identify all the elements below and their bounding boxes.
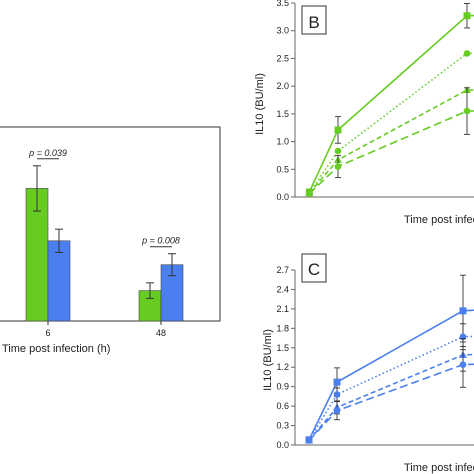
y-tick-label: 2.1 [276,304,289,314]
data-point [463,107,471,115]
y-tick-label: 0.0 [276,440,289,450]
panel-b-line-chart: 0.00.51.01.52.02.53.03.5 B IL10 (BU/ml) … [254,0,474,226]
panel-b-label-box [301,5,327,35]
data-point [459,361,467,368]
data-point [459,307,467,315]
panel-a-x-ticks: 6 48 [45,321,166,338]
y-tick-label: 2.4 [276,284,289,294]
panel-a-frame [0,126,221,322]
panel-b-series [305,3,474,197]
series-line [308,110,474,195]
panel-b-y-axis-label: IL10 (BU/ml) [254,73,266,135]
y-tick-label: 0.3 [276,421,289,431]
series-line [308,363,474,442]
y-tick-label: 1.2 [276,362,289,372]
panel-b-x-axis-label: Time post infection [404,214,474,226]
y-tick-label: 2.7 [276,265,289,275]
panel-c-series [305,274,474,444]
data-point [334,147,342,155]
panel-c-y-axis-label: IL10 (BU/ml) [262,329,274,391]
series-line [308,14,474,193]
panel-b-axes: 0.0 0.5 1.0 1.5 2.0 2.5 3.0 3.5 [276,0,474,202]
panel-c-x-axis-label: Time post infection [404,462,474,474]
panel-a-x-axis-label: Time post infection (h) [2,343,110,355]
x-tick-label: 6 [45,328,50,338]
data-point [463,50,471,57]
series-line [308,89,474,194]
y-tick-label: 0.9 [276,382,289,392]
y-tick-label: 1.0 [276,137,289,147]
data-point [333,391,341,398]
series-line [308,52,474,194]
x-tick-label: 48 [156,328,166,338]
y-tick-label: 3.0 [276,26,289,36]
y-tick-label: 0.0 [276,192,289,202]
y-tick-label: 2.5 [276,53,289,63]
p-value-annotation: p = 0.039 [28,148,67,158]
panel-c-line-chart: 0.0 0.3 0.6 0.9 1.2 1.5 1.8 2.1 2.4 2.7 C IL10 (B… [262,253,474,474]
panel-b-label: B [308,13,319,32]
data-point [333,378,341,386]
series-line [308,309,474,441]
y-tick-label: 1.8 [276,323,289,333]
data-point [333,407,341,414]
panel-a-bar-chart: p = 0.039 p = 0.008 6 48 Time post infecti… [0,126,221,355]
panel-a-bars: p = 0.039 p = 0.008 [25,148,184,322]
y-tick-label: 2.0 [276,81,289,91]
data-point [334,163,342,170]
panel-c-label-box [301,253,327,283]
data-point [306,190,313,197]
panel-c-axes: 0.0 0.3 0.6 0.9 1.2 1.5 1.8 2.1 2.4 2.7 [276,265,474,450]
y-tick-label: 1.5 [276,343,289,353]
y-tick-label: 3.5 [276,0,289,8]
panel-c-label: C [308,260,320,279]
data-point [305,437,313,444]
p-value-annotation: p = 0.008 [141,236,180,246]
data-point [334,126,342,134]
data-point [463,12,471,20]
y-tick-label: 0.6 [276,401,289,411]
y-tick-label: 0.5 [276,164,289,174]
y-tick-label: 1.5 [276,109,289,119]
series-line [308,353,474,441]
